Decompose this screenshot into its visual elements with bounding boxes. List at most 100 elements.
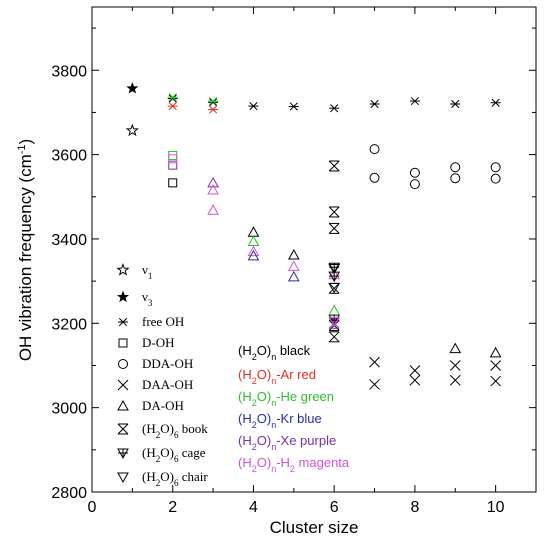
- x-tick-label: 10: [487, 499, 505, 516]
- y-axis-title-close: ): [16, 139, 35, 145]
- data-point: [287, 248, 300, 260]
- legend-marker-label: (H2O)6 chair: [142, 469, 208, 488]
- data-point: [207, 176, 219, 188]
- x-tick-label: 6: [330, 499, 339, 516]
- data-point: [287, 270, 300, 282]
- x-axis-title: Cluster size: [270, 518, 359, 537]
- y-tick-label: 3800: [51, 63, 87, 80]
- data-point: [329, 104, 340, 113]
- legend-marker-item: free OH: [118, 314, 184, 329]
- legend-marker-icon: [117, 379, 129, 391]
- data-point: [409, 167, 420, 178]
- legend-marker-label: DDA-OH: [142, 356, 193, 371]
- y-tick-label: 3600: [51, 148, 87, 165]
- legend-color-label: (H2O)n-Ar red: [238, 367, 316, 386]
- data-point: [247, 249, 260, 261]
- data-point: [208, 98, 219, 107]
- data-point: [409, 96, 420, 106]
- data-point: [207, 184, 219, 195]
- data-point: [369, 99, 380, 109]
- data-point: [168, 160, 178, 170]
- legend-color-label: (H2O)n black: [238, 343, 311, 362]
- y-tick-label: 3400: [51, 232, 87, 249]
- data-point: [489, 346, 502, 358]
- data-points: [125, 82, 502, 390]
- data-point: [168, 154, 178, 164]
- legend-marker-label: (H2O)6 book: [142, 421, 208, 440]
- data-point: [490, 375, 501, 387]
- data-point: [450, 173, 461, 184]
- legend-color-label: (H2O)n-Xe purple: [238, 433, 336, 452]
- data-point: [328, 160, 340, 172]
- legend-marker-item: ν3: [116, 289, 153, 308]
- data-point: [369, 356, 380, 368]
- data-point: [409, 365, 421, 376]
- data-point: [490, 360, 501, 371]
- data-point: [450, 162, 461, 173]
- x-tick-label: 4: [249, 499, 258, 516]
- data-point: [248, 102, 259, 111]
- legend-marker-icon: [117, 448, 129, 460]
- legend-marker-icon: [116, 263, 130, 276]
- data-point: [126, 82, 139, 94]
- data-point: [328, 222, 340, 234]
- data-point: [409, 179, 420, 190]
- legend-marker-item: (H2O)6 chair: [117, 469, 208, 488]
- data-point: [168, 178, 178, 188]
- data-point: [328, 263, 341, 275]
- legend-markers: ν1 ν3 free OH D-OH DDA-OH DAA-OH DA-OH (H2O)6 b…: [116, 262, 208, 488]
- data-point: [288, 102, 299, 111]
- legend-marker-item: DA-OH: [117, 398, 184, 413]
- legend-marker-icon: [117, 399, 129, 411]
- data-point: [247, 245, 260, 257]
- legend-color-label: (H2O)n-Kr blue: [238, 411, 322, 430]
- legend-color-label: (H2O)n-He green: [238, 389, 334, 408]
- legend-marker-item: DDA-OH: [118, 356, 193, 371]
- axis-ticks: [91, 7, 537, 493]
- legend-marker-label: ν3: [142, 289, 153, 308]
- legend-marker-item: ν1: [116, 262, 152, 281]
- data-point: [490, 98, 501, 107]
- data-point: [450, 99, 461, 109]
- y-tick-label: 3000: [51, 401, 87, 418]
- data-point: [207, 204, 219, 215]
- legend-marker-label: D-OH: [142, 335, 175, 350]
- x-tick-labels: 0 2 4 6 8 10: [88, 499, 505, 516]
- data-point: [167, 102, 178, 111]
- data-point: [328, 331, 340, 343]
- data-point: [490, 173, 501, 184]
- legend-marker-label: DA-OH: [142, 398, 184, 413]
- data-point: [449, 360, 461, 371]
- data-point: [409, 374, 421, 386]
- data-point: [328, 282, 341, 294]
- legend-color-label: (H2O)n-H2 magenta: [238, 455, 350, 474]
- data-point: [328, 316, 341, 328]
- y-tick-label: 3200: [51, 316, 87, 333]
- legend-marker-icon: [117, 423, 129, 435]
- legend-marker-item: DAA-OH: [117, 377, 193, 392]
- x-tick-label: 2: [168, 499, 177, 516]
- legend-marker-item: (H2O)6 book: [117, 421, 208, 440]
- data-point: [328, 304, 341, 316]
- data-point: [208, 105, 219, 114]
- data-point: [287, 260, 300, 271]
- data-point: [369, 144, 380, 155]
- data-point: [490, 162, 501, 173]
- x-tick-label: 8: [410, 499, 419, 516]
- data-point: [449, 342, 462, 354]
- data-point: [168, 150, 178, 160]
- legend-colors: (H2O)n black (H2O)n-Ar red (H2O)n-He green…: [238, 343, 350, 474]
- data-point: [167, 94, 178, 103]
- legend-marker-item: (H2O)6 cage: [117, 445, 206, 464]
- data-point: [449, 374, 461, 386]
- y-tick-label: 2800: [51, 485, 87, 502]
- data-point: [125, 123, 139, 137]
- legend-marker-label: free OH: [142, 314, 184, 329]
- data-point: [208, 96, 219, 106]
- plot-frame: [91, 6, 537, 493]
- legend-marker-label: DAA-OH: [142, 377, 193, 392]
- legend-marker-item: D-OH: [118, 335, 175, 350]
- legend-marker-icon: [116, 290, 130, 303]
- legend-marker-icon: [118, 317, 128, 327]
